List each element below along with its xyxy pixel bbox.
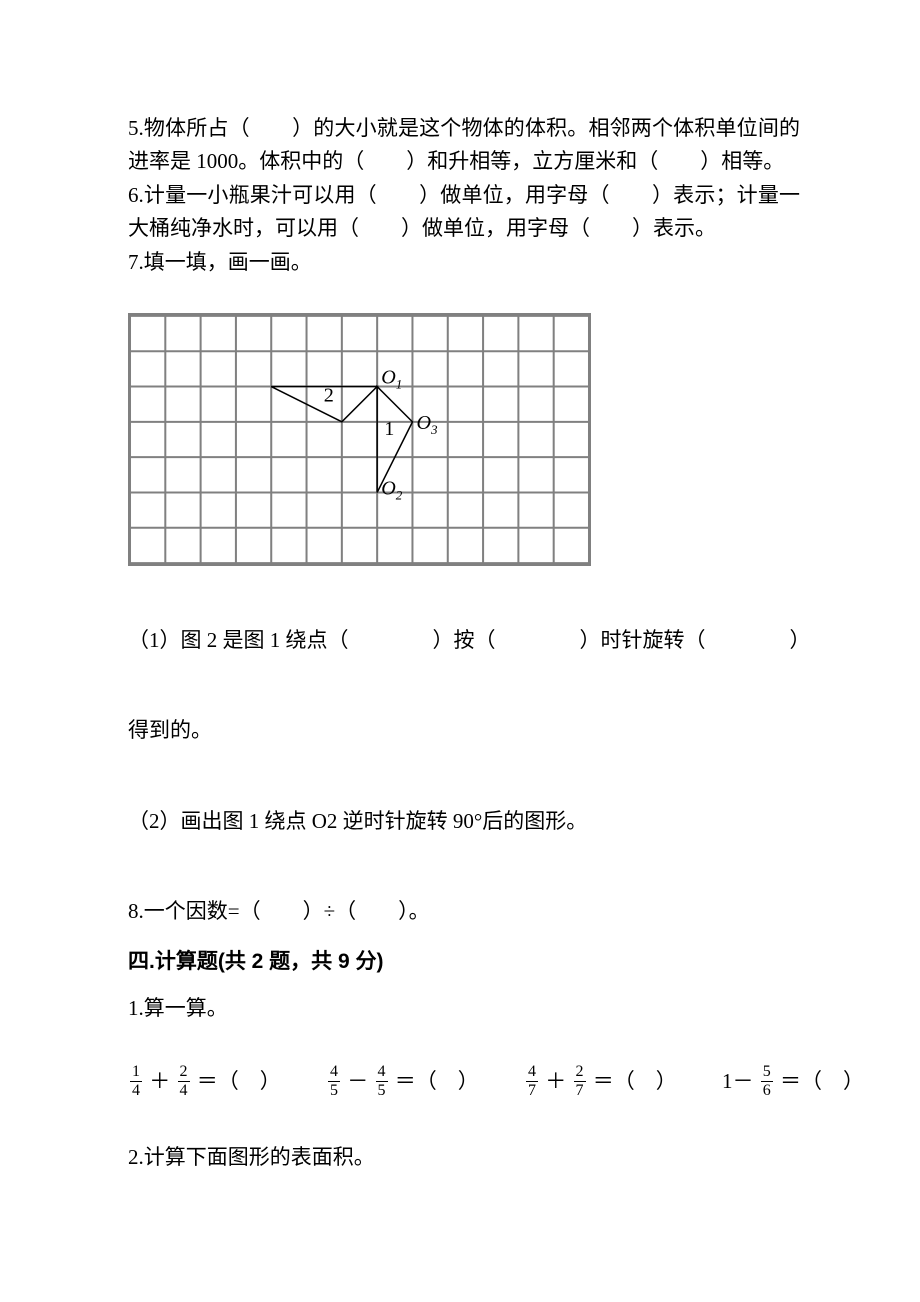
equation-row: 14 ＋ 24 ＝（ ） 45 － 45 ＝（ ） 47 ＋ 27 ＝（ ） 1… xyxy=(128,1065,800,1101)
question-7-sub1-line2: 得到的。 xyxy=(128,714,800,747)
equation-3: 47 ＋ 27 ＝（ ） xyxy=(524,1065,677,1101)
question-6: 6.计量一小瓶果汁可以用（ ）做单位，用字母（ ）表示；计量一大桶纯净水时，可以… xyxy=(128,179,800,244)
label-1: 1 xyxy=(384,418,394,440)
grid-figure: O1 O2 O3 1 2 xyxy=(128,313,591,566)
calc-1-title: 1.算一算。 xyxy=(128,992,800,1025)
equation-4: 1－ 56 ＝（ ） xyxy=(722,1065,864,1101)
question-7-sub1-line1: （1）图 2 是图 1 绕点（ ）按（ ）时针旋转（ ） xyxy=(128,624,800,657)
label-2: 2 xyxy=(324,384,334,406)
section-4-heading: 四.计算题(共 2 题，共 9 分) xyxy=(128,946,800,979)
question-7-sub2: （2）画出图 1 绕点 O2 逆时针旋转 90°后的图形。 xyxy=(128,805,800,838)
equation-2: 45 － 45 ＝（ ） xyxy=(326,1065,479,1101)
calc-2-title: 2.计算下面图形的表面积。 xyxy=(128,1141,800,1174)
question-7-title: 7.填一填，画一画。 xyxy=(128,246,800,279)
question-8: 8.一个因数=（ ）÷（ ）。 xyxy=(128,895,800,928)
label-O1: O1 xyxy=(381,366,402,391)
question-5: 5.物体所占（ ）的大小就是这个物体的体积。相邻两个体积单位间的进率是 1000… xyxy=(128,112,800,177)
label-O2: O2 xyxy=(381,477,403,502)
label-O3: O3 xyxy=(416,412,438,437)
equation-1: 14 ＋ 24 ＝（ ） xyxy=(128,1065,281,1101)
